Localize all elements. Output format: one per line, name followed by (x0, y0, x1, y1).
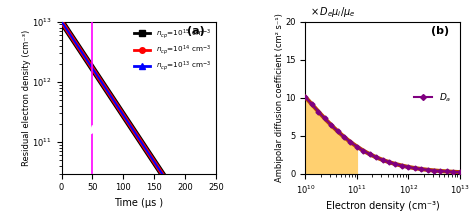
X-axis label: Electron density (cm⁻³): Electron density (cm⁻³) (326, 201, 439, 211)
Legend: $D_a$: $D_a$ (410, 88, 455, 107)
Y-axis label: Ambipolar diffusion coefficient (cm² s⁻¹): Ambipolar diffusion coefficient (cm² s⁻¹… (275, 13, 284, 182)
Legend: $n_{cp}$=10$^{15}$ cm$^{-3}$, $n_{cp}$=10$^{14}$ cm$^{-3}$, $n_{cp}$=10$^{13}$ c: $n_{cp}$=10$^{15}$ cm$^{-3}$, $n_{cp}$=1… (133, 25, 212, 75)
Text: $\times\, D_e\mu_i/\mu_e$: $\times\, D_e\mu_i/\mu_e$ (310, 5, 356, 19)
Text: (a): (a) (187, 26, 205, 36)
Text: (b): (b) (431, 26, 449, 36)
Y-axis label: Residual electron density (cm⁻³): Residual electron density (cm⁻³) (22, 30, 31, 166)
X-axis label: Time (μs ): Time (μs ) (114, 198, 164, 208)
